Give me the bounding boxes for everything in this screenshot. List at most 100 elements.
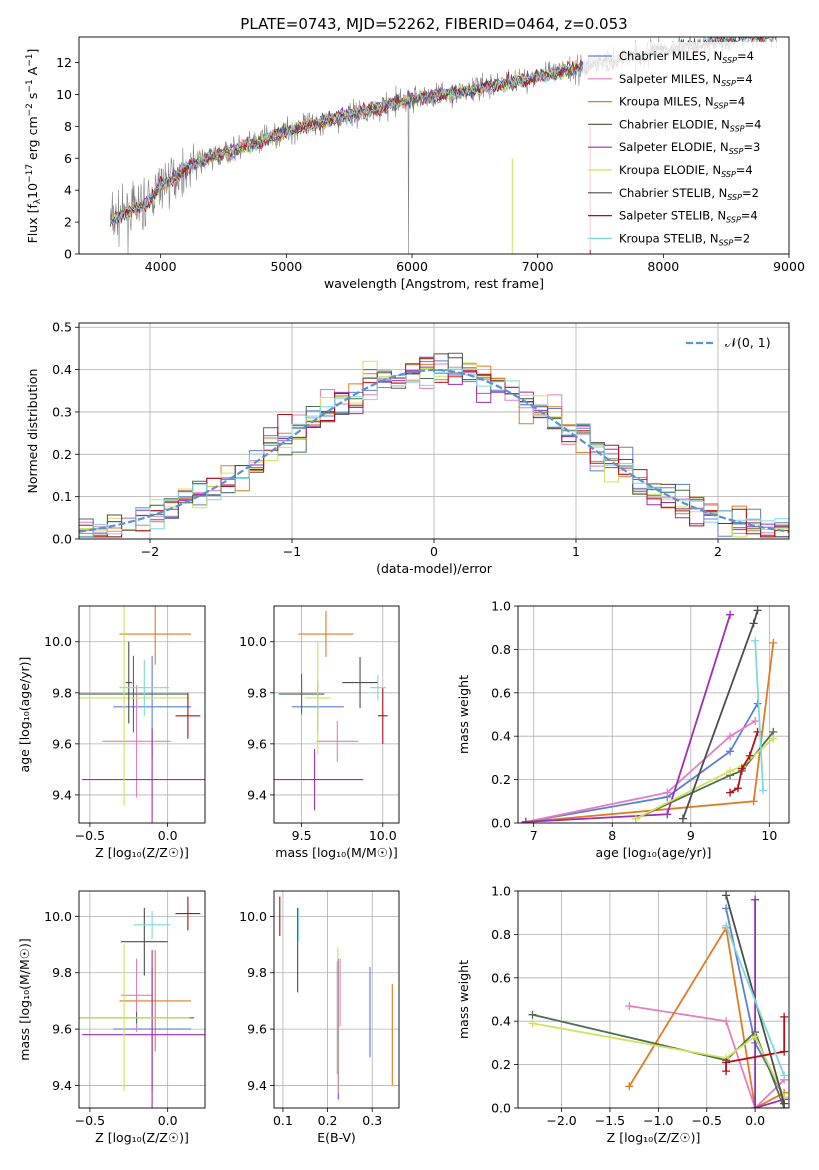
weight-marker	[751, 1104, 760, 1108]
legend-label: Salpeter MILES, NSSP=4	[619, 72, 753, 88]
mass_vs_EBV-frame	[273, 890, 400, 1109]
normal-legend-label: 𝒩(0, 1)	[725, 335, 771, 350]
residuals-xlabel: (data-model)/error	[376, 561, 493, 576]
weight-line	[525, 720, 756, 823]
spectrum-ytick-label: 6	[64, 151, 72, 166]
weight-line	[525, 614, 731, 823]
legend-label-sub: SSP	[726, 216, 741, 225]
weight-line	[682, 610, 759, 820]
spectrum-ytick-label: 8	[64, 119, 72, 134]
legend-label-name: Chabrier MILES, N	[619, 49, 722, 63]
age_vs_Z-frame	[78, 605, 206, 824]
mass_vs_EBV-ytick-label: 9.6	[247, 1022, 267, 1037]
residuals-ytick-label: 0.0	[52, 532, 72, 547]
age_vs_Z-ytick-label: 9.6	[52, 736, 72, 751]
age_vs_mass-plot-area	[274, 606, 399, 823]
normal-curve	[79, 368, 789, 533]
legend-label-name: Kroupa ELODIE, N	[619, 163, 721, 177]
spectrum-xtick-label: 7000	[522, 259, 554, 274]
spectrum-ytick-label: 2	[64, 215, 72, 230]
legend-label: Chabrier MILES, NSSP=4	[619, 49, 754, 65]
age_vs_Z-xtick-label: 0.0	[158, 828, 178, 843]
weight_vs_age-xlabel: age [log₁₀(age/yr)]	[596, 845, 712, 860]
ylabel-part: −1	[25, 54, 35, 67]
spectrum-xtick-label: 4000	[145, 259, 177, 274]
spectrum-model-line	[110, 61, 591, 226]
spectrum-ytick-label: 12	[56, 55, 72, 70]
weight_vs_age-frame	[517, 605, 790, 824]
legend-label-tail: =4	[745, 117, 762, 131]
age_vs_Z-ylabel: age [log₁₀(age/yr)]	[17, 657, 32, 773]
mass_vs_EBV-xtick-label: 0.2	[318, 1113, 338, 1128]
residuals-ytick-label: 0.4	[52, 362, 72, 377]
weight-line	[725, 1016, 786, 1072]
weight_vs_Z-chart: −2.0 −1.5 −1.0 −0.5 0.0 0.0 0.2 0.4 0.6 0.8 1.0 Z […	[456, 884, 790, 1145]
residuals-xtick-label: 2	[714, 544, 722, 559]
legend-label-sub: SSP	[714, 102, 729, 111]
legend-label-sub: SSP	[721, 79, 736, 88]
residuals-xtick-label: −2	[141, 544, 159, 559]
legend-label-name: Chabrier STELIB, N	[619, 186, 727, 200]
weight-line	[729, 731, 759, 794]
age_vs_Z-xtick-label: −0.5	[75, 828, 105, 843]
residuals-plot-area	[79, 323, 789, 539]
residuals-ytick-label: 0.3	[52, 404, 72, 419]
spectrum-chart: 4000 5000 6000 7000 8000 9000 0 2 4 6 8 10 12 wavelen…	[25, 36, 805, 291]
mass_vs_Z-ytick-label: 9.8	[52, 965, 72, 980]
weight-marker	[733, 784, 742, 793]
weight-marker	[780, 1099, 789, 1108]
mass_vs_EBV-ytick-label: 10.0	[239, 909, 267, 924]
spectrum-model-line	[110, 62, 591, 226]
weight_vs_Z-xlabel: Z [log₁₀(Z/Z☉)]	[607, 1130, 701, 1145]
weight-marker	[780, 1047, 789, 1056]
legend-label-tail: =4	[736, 163, 753, 177]
spectrum-xtick-label: 6000	[396, 259, 428, 274]
age_vs_mass-ytick-label: 9.6	[247, 736, 267, 751]
weight-line	[754, 640, 764, 791]
age_vs_mass-chart: 9.5 10.0 9.4 9.6 9.8 10.0 mass [log₁₀(M/M☉)]	[239, 605, 400, 860]
legend-label-sub: SSP	[722, 56, 737, 65]
legend-box	[583, 42, 786, 250]
weight-marker	[722, 1058, 731, 1067]
legend-label-name: Salpeter STELIB, N	[619, 209, 726, 223]
spectrum-model-line	[110, 59, 591, 225]
ylabel-part: erg cm	[25, 116, 40, 164]
age_vs_mass-frame	[273, 605, 400, 824]
weight_vs_age-plot-area	[518, 606, 789, 823]
weight-marker	[737, 764, 746, 773]
spectrum-xtick-label: 9000	[773, 259, 805, 274]
ylabel-part: −2	[25, 103, 35, 116]
weight-marker	[780, 1012, 789, 1021]
weight-marker	[726, 788, 735, 797]
weight-line	[532, 1022, 786, 1098]
mass_vs_Z-frame	[78, 890, 206, 1109]
weight-marker	[726, 610, 735, 619]
spectrum-xtick-label: 8000	[647, 259, 679, 274]
weight_vs_age-ylabel: mass weight	[456, 675, 471, 754]
mass_vs_EBV-xtick-label: 0.3	[362, 1113, 382, 1128]
residuals-xtick-label: −1	[283, 544, 301, 559]
weight-marker	[726, 732, 735, 741]
weight_vs_age-xtick-label: 8	[608, 828, 616, 843]
weight-marker	[749, 797, 758, 806]
weight_vs_Z-ytick-label: 0.2	[491, 1057, 511, 1072]
weight_vs_age-ytick-label: 0.8	[491, 642, 511, 657]
mass_vs_EBV-ytick-label: 9.4	[247, 1078, 267, 1093]
weight_vs_age-ytick-label: 0.0	[491, 816, 511, 831]
residuals-ytick-label: 0.5	[52, 320, 72, 335]
ylabel-part: Flux [f	[25, 204, 40, 244]
ylabel-part: ]	[25, 49, 40, 54]
residuals-xtick-label: 0	[430, 544, 438, 559]
weight_vs_Z-ytick-label: 0.8	[491, 927, 511, 942]
legend-label-sub: SSP	[730, 124, 745, 133]
spectrum-xtick-label: 5000	[270, 259, 302, 274]
weight_vs_Z-ytick-label: 0.0	[491, 1101, 511, 1116]
spectrum-ytick-label: 0	[64, 247, 72, 262]
legend-label-name: Kroupa MILES, N	[619, 95, 714, 109]
residuals-chart: −2 −1 0 1 2 0.0 0.1 0.2 0.3 0.4 0.5 (data-model)/er…	[25, 320, 790, 576]
weight-marker	[528, 1019, 537, 1028]
weight-marker	[769, 734, 778, 743]
weight-marker	[631, 814, 640, 823]
weight_vs_age-ytick-label: 0.6	[491, 685, 511, 700]
legend-label-name: Salpeter MILES, N	[619, 72, 721, 86]
